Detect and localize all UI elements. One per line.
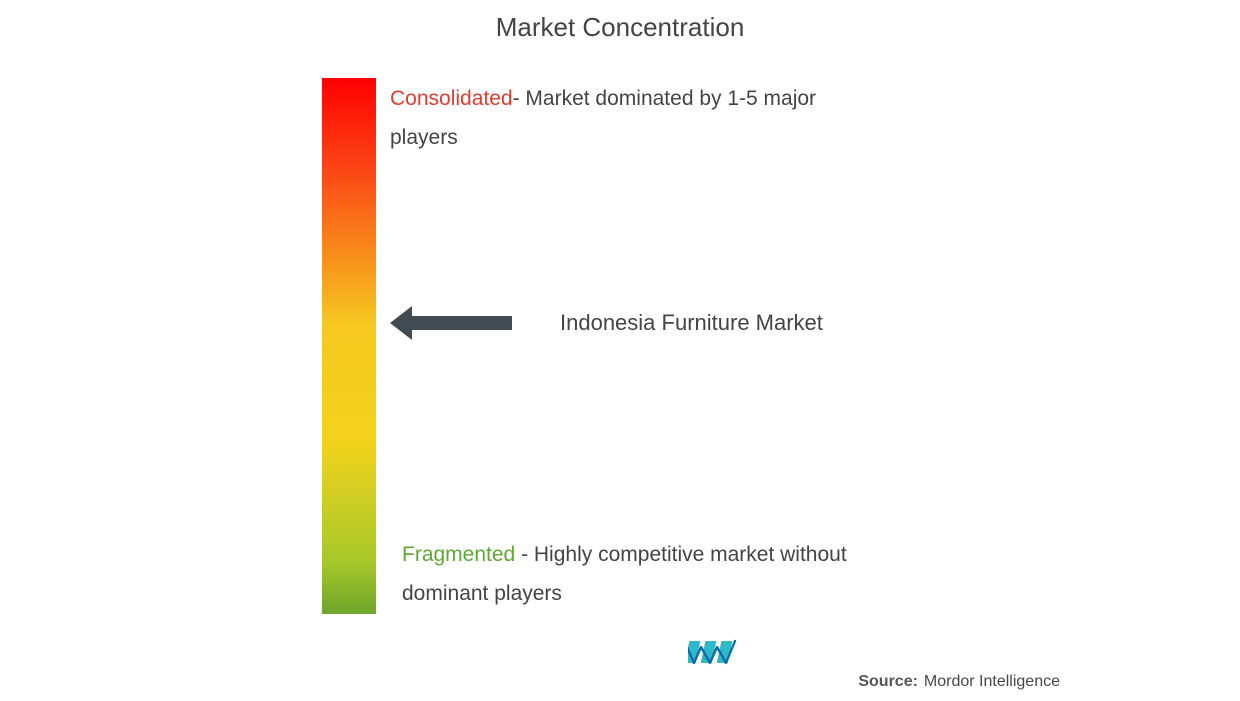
page-title: Market Concentration bbox=[0, 0, 1240, 43]
brand-logo-icon bbox=[688, 638, 738, 671]
fragmented-label: Fragmented bbox=[402, 543, 515, 566]
consolidated-annotation: Consolidated- Market dominated by 1-5 ma… bbox=[390, 80, 850, 158]
source-prefix: Source: bbox=[858, 673, 918, 691]
consolidated-label: Consolidated bbox=[390, 87, 513, 110]
concentration-gradient-bar bbox=[322, 78, 376, 614]
source-name: Mordor Intelligence bbox=[924, 673, 1060, 691]
market-position-marker: Indonesia Furniture Market bbox=[390, 305, 823, 341]
market-label: Indonesia Furniture Market bbox=[560, 310, 823, 336]
arrow-left-icon bbox=[390, 305, 512, 341]
source-attribution: Source: Mordor Intelligence bbox=[858, 673, 1060, 691]
fragmented-annotation: Fragmented - Highly competitive market w… bbox=[402, 536, 892, 614]
